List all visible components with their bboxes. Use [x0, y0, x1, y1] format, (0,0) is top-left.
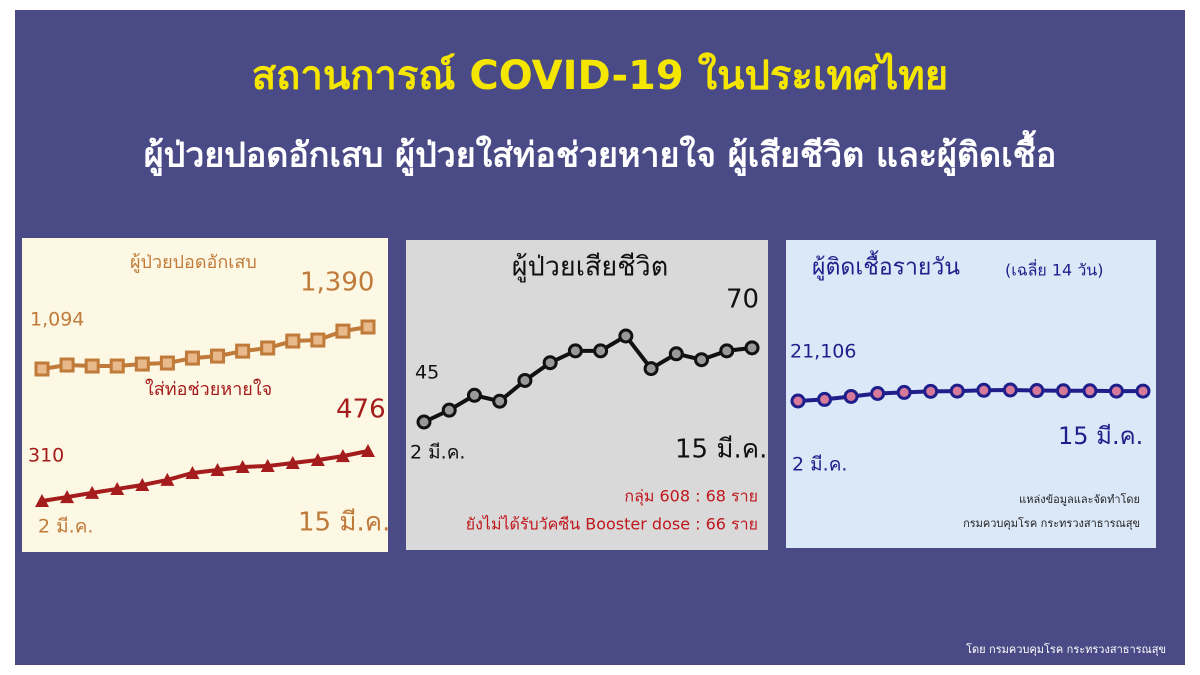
marker [135, 478, 150, 492]
marker [441, 402, 457, 418]
marker [260, 459, 275, 473]
marker [492, 393, 508, 409]
series-label: ผู้ป่วยปอดอักเสบ [130, 252, 257, 273]
value-label: 476 [336, 395, 386, 425]
marker [59, 357, 75, 373]
marker [85, 485, 100, 499]
chart-subtitle: (เฉลี่ย 14 วัน) [1005, 259, 1103, 280]
chart-title: ผู้ป่วยเสียชีวิต [512, 252, 669, 283]
x-label: 15 มี.ค. [675, 435, 767, 465]
marker [1029, 383, 1045, 399]
marker [160, 472, 175, 486]
panel-pneumonia [22, 238, 388, 552]
value-label: 1,390 [300, 268, 374, 298]
chart-title: ผู้ติดเชื้อรายวัน [812, 251, 960, 281]
value-label: 21,106 [790, 341, 856, 363]
value-label: 70 [726, 285, 759, 315]
marker [285, 333, 301, 349]
marker [1135, 383, 1151, 399]
marker [134, 356, 150, 372]
marker [210, 348, 226, 364]
marker [310, 332, 326, 348]
marker [360, 319, 376, 335]
x-label: 2 มี.ค. [792, 454, 847, 476]
marker [618, 328, 634, 344]
value-label: 45 [415, 362, 439, 384]
chart-marks [34, 319, 1151, 507]
marker [870, 385, 886, 401]
marker [643, 361, 659, 377]
marker [310, 453, 325, 467]
marker [790, 393, 806, 409]
marker [1002, 382, 1018, 398]
marker [361, 444, 375, 457]
marker [335, 323, 351, 339]
marker [719, 343, 735, 359]
series-label: ใส่ท่อช่วยหายใจ [145, 378, 272, 400]
subtitle: ผู้ป่วยปอดอักเสบ ผู้ป่วยใส่ท่อช่วยหายใจ … [144, 130, 1057, 177]
source: กรมควบคุมโรค กระทรวงสาธารณสุข [963, 516, 1140, 530]
marker [235, 343, 251, 359]
marker [285, 456, 300, 470]
footer: โดย กรมควบคุมโรค กระทรวงสาธารณสุข [966, 642, 1166, 656]
marker [923, 383, 939, 399]
source: แหล่งข้อมูลและจัดทำโดย [1019, 492, 1140, 506]
marker [896, 384, 912, 400]
marker [1055, 383, 1071, 399]
marker [668, 346, 684, 362]
x-label: 2 มี.ค. [38, 516, 93, 538]
marker [466, 387, 482, 403]
value-label: 1,094 [30, 309, 84, 331]
note: กลุ่ม 608 : 68 ราย [624, 487, 758, 507]
x-label: 2 มี.ค. [410, 442, 465, 464]
marker [694, 352, 710, 368]
marker [159, 355, 175, 371]
marker [949, 383, 965, 399]
marker [184, 350, 200, 366]
marker [34, 361, 50, 377]
marker [185, 465, 200, 479]
marker [35, 494, 49, 507]
marker [1108, 383, 1124, 399]
marker [210, 462, 225, 476]
marker [335, 449, 350, 463]
x-label: 15 มี.ค. [1058, 422, 1143, 450]
panel-deaths [406, 240, 768, 550]
marker [60, 490, 75, 504]
marker [1082, 383, 1098, 399]
marker [84, 358, 100, 374]
marker [744, 340, 760, 356]
marker [542, 355, 558, 371]
marker [843, 388, 859, 404]
title: สถานการณ์ COVID-19 ในประเทศไทย [252, 52, 948, 99]
marker [260, 340, 276, 356]
marker [110, 481, 125, 495]
series-line [41, 449, 369, 503]
marker [416, 414, 432, 430]
note: ยังไม่ได้รับวัคซีน Booster dose : 66 ราย [466, 515, 758, 534]
value-label: 310 [28, 445, 64, 467]
x-label: 15 มี.ค. [298, 508, 390, 538]
marker [567, 343, 583, 359]
marker [817, 391, 833, 407]
marker [593, 343, 609, 359]
marker [976, 382, 992, 398]
marker [109, 358, 125, 374]
marker [235, 459, 250, 473]
marker [517, 372, 533, 388]
